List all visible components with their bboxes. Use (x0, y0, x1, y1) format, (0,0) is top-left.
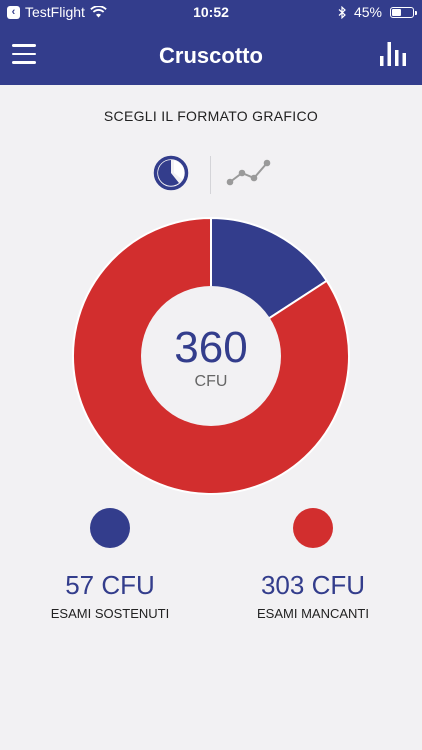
legend-dot-mancanti (293, 508, 333, 548)
total-cfu-unit: CFU (194, 373, 228, 390)
bar-chart-icon[interactable] (380, 42, 406, 66)
status-bar: ‹ TestFlight 10:52 45% (0, 0, 422, 26)
pie-chart-icon[interactable] (152, 154, 190, 192)
battery-percent: 45% (353, 4, 382, 20)
legend-item-sostenuti: 57 CFU ESAMI SOSTENUTI (10, 508, 210, 621)
legend-dot-sostenuti (90, 508, 130, 548)
battery-icon (390, 6, 417, 18)
legend-value-sostenuti: 57 CFU (65, 570, 155, 600)
hamburger-menu-icon[interactable] (12, 44, 36, 64)
carrier-label[interactable]: TestFlight (25, 4, 85, 20)
page-title: Cruscotto (159, 43, 263, 68)
legend-label-sostenuti: ESAMI SOSTENUTI (50, 606, 170, 621)
nav-bar: Cruscotto (0, 26, 422, 85)
legend-item-mancanti: 303 CFU ESAMI MANCANTI (213, 508, 413, 621)
line-chart-icon[interactable] (226, 156, 274, 190)
format-divider (210, 156, 211, 194)
back-to-app-icon[interactable]: ‹ (7, 5, 20, 19)
donut-hole (141, 286, 281, 426)
donut-chart (72, 217, 350, 495)
battery-level (392, 8, 401, 16)
status-right: 45% (338, 4, 417, 20)
total-cfu-value: 360 (174, 323, 248, 372)
bluetooth-icon (338, 5, 346, 19)
legend-label-mancanti: ESAMI MANCANTI (257, 606, 369, 621)
status-time: 10:52 (193, 4, 229, 20)
wifi-icon (90, 6, 107, 18)
slice-mancanti (72, 217, 350, 495)
format-section-title: SCEGLI IL FORMATO GRAFICO (103, 108, 319, 124)
legend-value-mancanti: 303 CFU (260, 570, 366, 600)
status-left: ‹ TestFlight (7, 4, 107, 20)
